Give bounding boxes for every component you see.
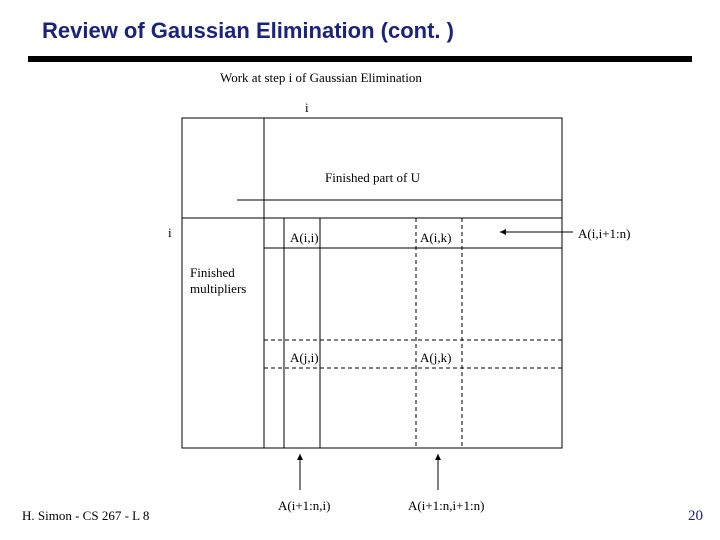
gaussian-elimination-diagram <box>0 0 720 540</box>
